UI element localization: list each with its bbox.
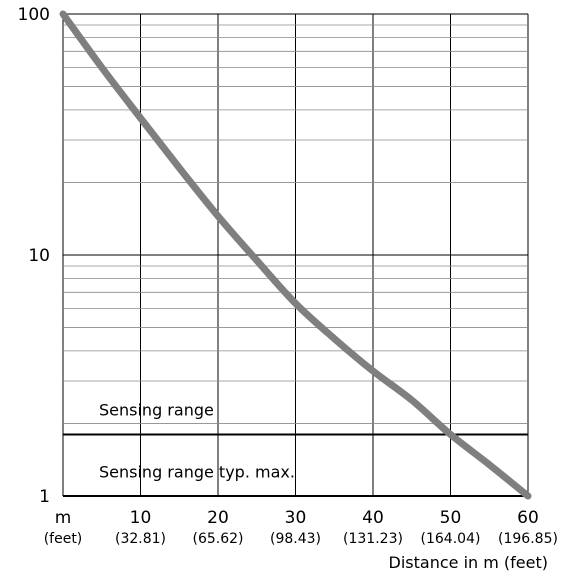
x-tick-label: 60: [517, 508, 539, 528]
sensing-range-label: Sensing range: [99, 400, 214, 419]
x-unit-label: m: [55, 508, 72, 528]
x-tick-sublabel: (32.81): [115, 531, 166, 547]
y-tick-label: 10: [28, 246, 50, 266]
grid: [62, 13, 529, 497]
x-tick-label: 10: [130, 508, 152, 528]
y-tick-label: 100: [18, 5, 50, 25]
x-tick-sublabel: (65.62): [192, 531, 243, 547]
x-tick-sublabel: (196.85): [498, 531, 558, 547]
y-tick-label: 1: [39, 487, 50, 507]
x-tick-sublabel: (131.23): [343, 531, 403, 547]
y-tick-labels: 1 10 100: [18, 5, 50, 507]
x-tick-sublabel: (164.04): [421, 531, 481, 547]
series-layer: [59, 10, 532, 500]
x-axis-title: Distance in m (feet): [389, 553, 548, 572]
x-tick-label: 50: [440, 508, 462, 528]
x-unit-sublabel: (feet): [44, 531, 83, 547]
sensing-range-typ-max-label: Sensing range typ. max.: [99, 462, 295, 481]
x-tick-labels: 10 (32.81) 20 (65.62) 30 (98.43) 40 (131.23) 50 (…: [115, 508, 558, 547]
sensing-curve-line: [59, 10, 532, 500]
x-tick-sublabel: (98.43): [270, 531, 321, 547]
x-tick-label: 20: [207, 508, 229, 528]
x-tick-label: 40: [362, 508, 384, 528]
x-tick-label: 30: [285, 508, 307, 528]
